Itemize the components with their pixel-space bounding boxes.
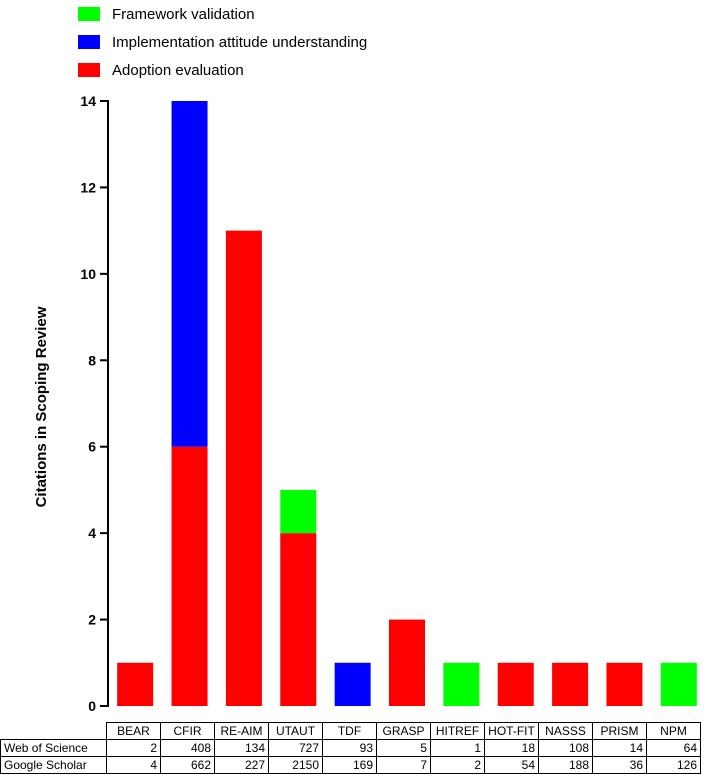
- y-axis-label: Citations in Scoping Review: [33, 306, 50, 507]
- legend-item-implementation-attitude: Implementation attitude understanding: [78, 28, 367, 56]
- legend-label: Adoption evaluation: [112, 61, 244, 79]
- table-cell: 93: [322, 739, 377, 757]
- legend-label: Implementation attitude understanding: [112, 33, 368, 51]
- y-tick-label: 6: [88, 439, 96, 455]
- bar-bear-adoption-evaluation: [117, 662, 154, 706]
- table-cell: 227: [214, 756, 269, 774]
- table-cell: 1: [430, 739, 485, 757]
- table-cell: 727: [268, 739, 323, 757]
- table-cell: 36: [592, 756, 647, 774]
- y-axis: 0 2 4 6 8 10 12 14: [80, 93, 109, 714]
- y-tick-label: 10: [80, 266, 96, 282]
- legend: Framework validation Implementation atti…: [78, 0, 367, 84]
- table-cell: 5: [376, 739, 431, 757]
- bar-prism-adoption-evaluation: [606, 662, 643, 706]
- bar-utaut-adoption-evaluation: [280, 533, 317, 706]
- legend-label: Framework validation: [112, 5, 255, 23]
- bar-cfir-adoption-evaluation: [171, 446, 208, 706]
- table-cell: 7: [376, 756, 431, 774]
- table-cell: 2: [106, 739, 161, 757]
- y-tick-label: 8: [88, 352, 96, 368]
- table-column-header: UTAUT: [268, 722, 323, 740]
- bar-re-aim-adoption-evaluation: [225, 230, 262, 706]
- table-column-header: RE-AIM: [214, 722, 269, 740]
- y-tick-label: 0: [88, 698, 96, 714]
- table-header-row: BEAR CFIR RE-AIM UTAUT TDF GRASP HITREF HOT-FIT…: [0, 722, 701, 740]
- table-cell: 169: [322, 756, 377, 774]
- table-column-header: GRASP: [376, 722, 431, 740]
- table-cell: 134: [214, 739, 269, 757]
- y-tick-label: 12: [80, 179, 96, 195]
- table-cell: 2: [430, 756, 485, 774]
- bar-tdf-implementation-attitude-understanding: [334, 662, 371, 706]
- bar-cfir-implementation-attitude-understanding: [171, 101, 208, 447]
- y-tick-label: 14: [80, 93, 96, 109]
- bar-nasss-adoption-evaluation: [552, 662, 589, 706]
- table-row: Web of Science 2 408 134 727 93 5 1 18 108 14 64: [0, 739, 701, 757]
- table-column-header: HITREF: [430, 722, 485, 740]
- table-cell: 126: [646, 756, 701, 774]
- table-column-header: NPM: [646, 722, 701, 740]
- table-row: Google Scholar 4 662 227 2150 169 7 2 54 188 36 126: [0, 756, 701, 774]
- table-cell: 2150: [268, 756, 323, 774]
- legend-swatch-implementation-attitude: [78, 35, 100, 49]
- table-column-header: PRISM: [592, 722, 647, 740]
- citation-table: BEAR CFIR RE-AIM UTAUT TDF GRASP HITREF HOT-FIT…: [0, 722, 701, 774]
- table-cell: 662: [160, 756, 215, 774]
- table-cell: 4: [106, 756, 161, 774]
- bar-hot-fit-adoption-evaluation: [497, 662, 534, 706]
- table-column-header: BEAR: [106, 722, 161, 740]
- table-column-header: TDF: [322, 722, 377, 740]
- bar-hitref-framework-validation: [443, 662, 480, 706]
- table-row-label: Web of Science: [0, 739, 107, 757]
- table-column-header: NASSS: [538, 722, 593, 740]
- table-cell: 108: [538, 739, 593, 757]
- legend-swatch-framework-validation: [78, 7, 100, 21]
- table-cell: 64: [646, 739, 701, 757]
- bars-layer: [117, 101, 697, 706]
- y-tick-label: 2: [88, 612, 96, 628]
- y-tick-label: 4: [88, 525, 96, 541]
- table-column-header: HOT-FIT: [484, 722, 539, 740]
- bar-grasp-adoption-evaluation: [389, 619, 425, 706]
- legend-item-framework-validation: Framework validation: [78, 0, 367, 28]
- table-corner-cell: [0, 722, 107, 740]
- table-row-label: Google Scholar: [0, 756, 107, 774]
- table-cell: 54: [484, 756, 539, 774]
- table-column-header: CFIR: [160, 722, 215, 740]
- table-cell: 188: [538, 756, 593, 774]
- legend-item-adoption-evaluation: Adoption evaluation: [78, 56, 367, 84]
- table-cell: 14: [592, 739, 647, 757]
- table-cell: 18: [484, 739, 539, 757]
- bar-utaut-framework-validation: [280, 489, 317, 534]
- bar-npm-framework-validation: [660, 662, 697, 706]
- legend-swatch-adoption-evaluation: [78, 63, 100, 77]
- table-cell: 408: [160, 739, 215, 757]
- stacked-bar-chart: 0 2 4 6 8 10 12 14 Citations in Scoping Review: [33, 93, 697, 714]
